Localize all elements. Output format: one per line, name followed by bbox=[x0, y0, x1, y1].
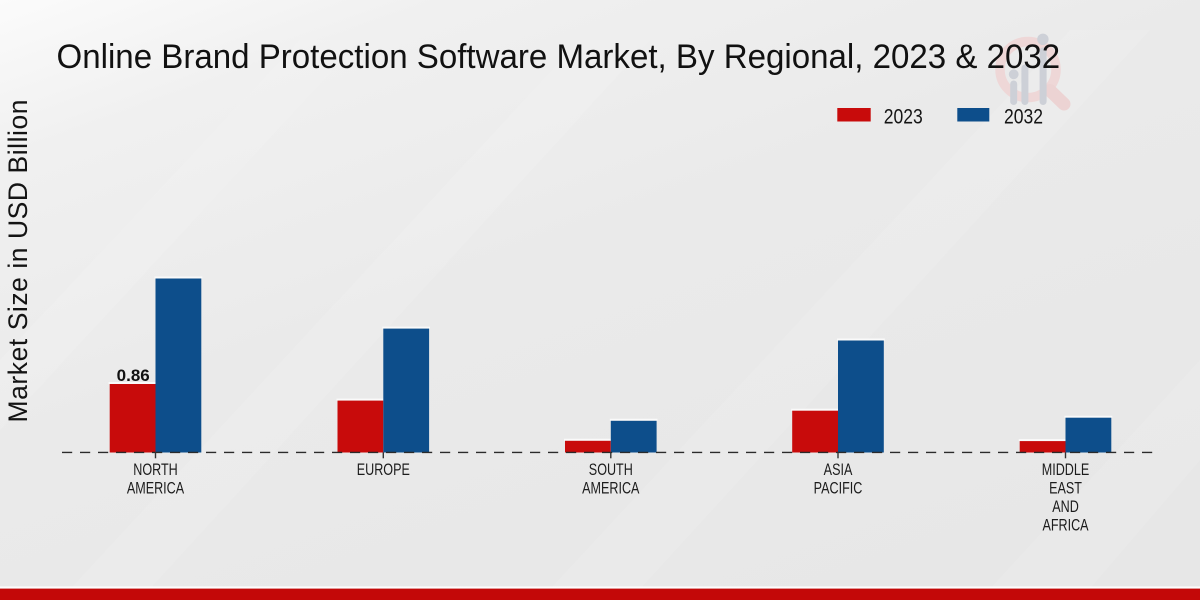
svg-text:0.86: 0.86 bbox=[117, 366, 150, 385]
svg-text:2032: 2032 bbox=[1004, 105, 1043, 129]
svg-text:AFRICA: AFRICA bbox=[1042, 516, 1088, 535]
svg-text:PACIFIC: PACIFIC bbox=[814, 479, 863, 498]
svg-text:Online Brand Protection Softwa: Online Brand Protection Software Market,… bbox=[57, 39, 1061, 77]
svg-text:EUROPE: EUROPE bbox=[357, 460, 410, 479]
svg-text:AMERICA: AMERICA bbox=[127, 479, 184, 498]
svg-text:ASIA: ASIA bbox=[824, 460, 853, 479]
svg-text:AMERICA: AMERICA bbox=[582, 479, 639, 498]
svg-text:AND: AND bbox=[1052, 497, 1079, 516]
svg-text:EAST: EAST bbox=[1049, 479, 1082, 498]
svg-text:MIDDLE: MIDDLE bbox=[1042, 460, 1090, 479]
svg-text:NORTH: NORTH bbox=[133, 460, 177, 479]
svg-text:SOUTH: SOUTH bbox=[589, 460, 633, 479]
svg-text:2023: 2023 bbox=[884, 105, 923, 129]
svg-text:Market Size in USD Billion: Market Size in USD Billion bbox=[3, 100, 33, 423]
